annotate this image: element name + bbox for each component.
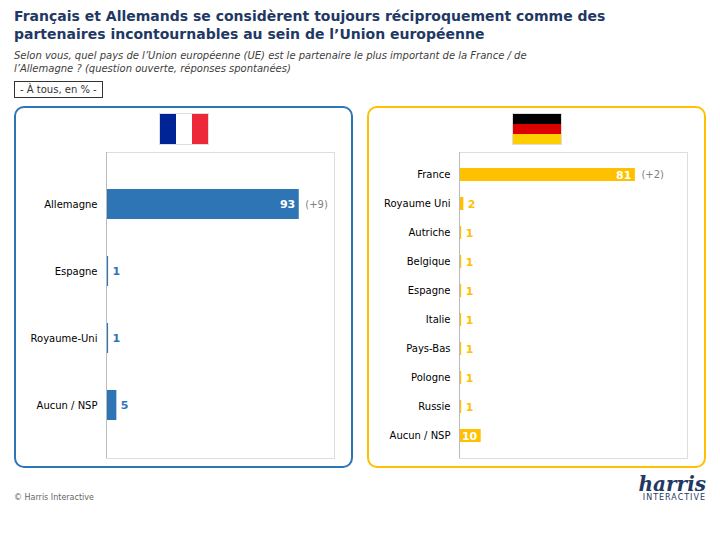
svg-text:Allemagne: Allemagne (44, 199, 97, 210)
svg-text:10: 10 (461, 430, 477, 443)
html-text:Selon vous, quel pays de l’Uni: Selon vous, quel pays de l’Union europée… (14, 50, 527, 74)
svg-text:93: 93 (279, 198, 294, 211)
svg-text:(+9): (+9) (305, 199, 328, 210)
svg-text:Italie: Italie (425, 314, 450, 325)
svg-text:1: 1 (112, 265, 120, 278)
svg-text:2: 2 (467, 198, 475, 211)
svg-text:Pologne: Pologne (410, 372, 450, 383)
svg-text:1: 1 (112, 332, 120, 345)
svg-text:1: 1 (465, 227, 473, 240)
svg-text:1: 1 (465, 314, 473, 327)
svg-text:1: 1 (465, 401, 473, 414)
html-text:© Harris Interactive: © Harris Interactive (14, 493, 94, 502)
svg-text:81: 81 (616, 169, 631, 182)
svg-text:5: 5 (120, 399, 128, 412)
svg-text:Aucun / NSP: Aucun / NSP (389, 430, 450, 441)
svg-text:Russie: Russie (418, 401, 450, 412)
svg-text:1: 1 (465, 256, 473, 269)
html-text:- À tous, en % -: - À tous, en % - (20, 84, 97, 95)
svg-text:France: France (417, 169, 450, 180)
svg-text:1: 1 (465, 285, 473, 298)
svg-text:Royaume Uni: Royaume Uni (383, 198, 450, 209)
svg-text:1: 1 (465, 343, 473, 356)
svg-text:(+2): (+2) (641, 169, 664, 180)
svg-text:Pays-Bas: Pays-Bas (406, 343, 450, 354)
svg-text:Royaume-Uni: Royaume-Uni (30, 333, 97, 344)
html-text:Français et Allemands se consi: Français et Allemands se considèrent tou… (14, 8, 606, 42)
svg-text:1: 1 (465, 372, 473, 385)
svg-text:Aucun / NSP: Aucun / NSP (36, 400, 97, 411)
html-text:INTERACTIVE: INTERACTIVE (642, 493, 706, 502)
svg-text:Autriche: Autriche (408, 227, 450, 238)
svg-text:Espagne: Espagne (54, 266, 97, 277)
svg-text:Belgique: Belgique (406, 256, 450, 267)
html-text:harris: harris (638, 472, 706, 496)
svg-text:Espagne: Espagne (407, 285, 450, 296)
